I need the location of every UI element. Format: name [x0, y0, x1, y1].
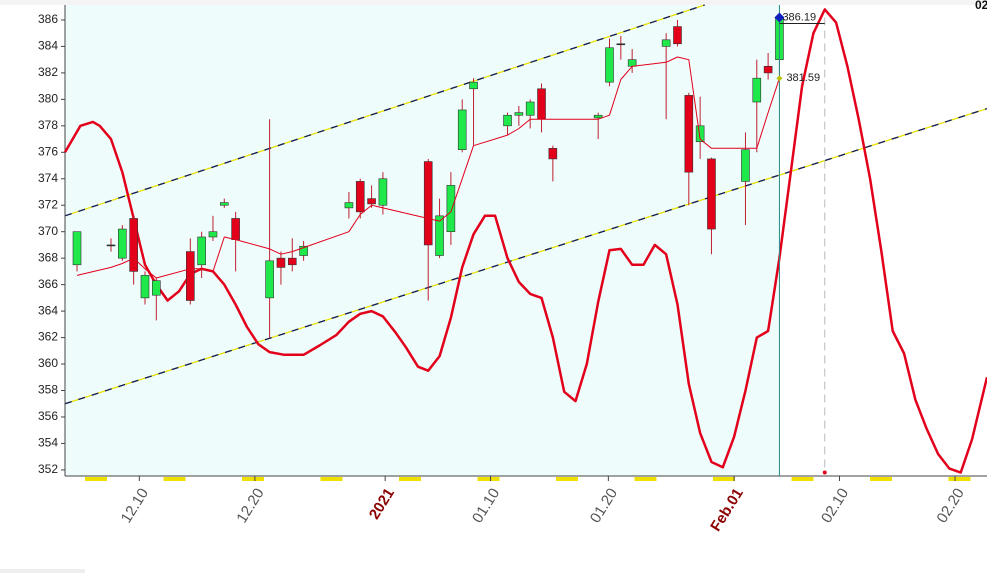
candle-body [548, 148, 558, 160]
y-tick-label: 378 [38, 118, 58, 132]
candle-body [197, 236, 206, 266]
candle-body [673, 26, 682, 45]
axis-strip [870, 477, 892, 481]
axis-strip [477, 477, 500, 481]
candle-body [72, 231, 82, 266]
trendline-yellow [64, 108, 987, 405]
axis-strip [163, 477, 186, 481]
candle-body [378, 178, 388, 206]
annotation-label: 386.19 [782, 11, 816, 23]
y-tick-label: 380 [38, 92, 58, 106]
candle-body [106, 244, 116, 247]
y-tick-label: 382 [38, 65, 58, 79]
plot-bg [65, 5, 780, 476]
candle-body [469, 81, 478, 90]
axis-strip [556, 477, 578, 481]
x-tick-label: 02.20 [933, 485, 967, 526]
candle-body [457, 109, 467, 150]
x-tick-label: 02.10 [818, 485, 852, 526]
axis-strip [791, 477, 814, 481]
y-tick-label: 374 [38, 171, 58, 185]
candle-body [208, 231, 218, 238]
y-tick-label: 364 [38, 303, 58, 317]
candle-body [355, 181, 365, 213]
axis-strip [948, 477, 971, 481]
candle-body [344, 202, 354, 209]
candle-body [231, 218, 240, 240]
line-series [76, 56, 780, 279]
axis-strip [634, 477, 657, 481]
candle-body [695, 125, 705, 143]
x-tick-label: 01.10 [469, 485, 503, 526]
candle-body [741, 149, 750, 182]
candle-body [276, 257, 286, 268]
candle-body [627, 59, 637, 67]
candle-body [763, 65, 773, 74]
candle-body [514, 112, 524, 116]
line-series [63, 8, 987, 474]
y-tick-label: 354 [38, 436, 58, 450]
candle-body [616, 43, 626, 46]
y-tick-label: 368 [38, 250, 58, 264]
axis-strip [85, 477, 107, 481]
candle-body [752, 77, 762, 103]
candle-body [287, 257, 297, 266]
x-tick-label: 12.20 [233, 485, 267, 526]
candle-body [118, 228, 127, 259]
candle-body [435, 215, 444, 256]
y-tick-label: 370 [38, 224, 58, 238]
y-tick-label: 372 [38, 197, 58, 211]
axis-strip [713, 477, 735, 481]
candle-body [186, 251, 195, 301]
x-tick-label: 01.20 [587, 485, 621, 526]
y-tick-label: 356 [38, 409, 58, 423]
axis-strip [242, 477, 264, 481]
candle-body [661, 39, 671, 47]
top-strip [0, 0, 987, 5]
candle-body [129, 218, 138, 272]
annotation-label: 381.59 [786, 72, 820, 84]
candle-body [299, 245, 308, 256]
candle-body [367, 198, 376, 205]
y-tick-label: 376 [38, 144, 58, 158]
y-tick-label: 358 [38, 383, 58, 397]
x-tick-label: 2021 [366, 485, 398, 522]
axis-strip [320, 477, 343, 481]
candle-body [140, 275, 150, 299]
candle-body [593, 114, 603, 119]
trendline [64, 4, 705, 217]
candle-body [605, 47, 614, 83]
candle-body [446, 185, 456, 232]
candle-body [423, 161, 433, 246]
corner-label: 02 [975, 0, 987, 12]
candle-body [219, 202, 229, 206]
y-tick-label: 360 [38, 356, 58, 370]
y-tick-label: 362 [38, 330, 58, 344]
projection-dot [822, 470, 827, 475]
candle-body [684, 95, 694, 173]
candle-body [525, 101, 535, 116]
candle-body [707, 158, 716, 230]
x-tick-label: 12.10 [118, 485, 152, 526]
candle-body [265, 260, 274, 299]
annotation-marker [776, 75, 783, 82]
candle-body [152, 280, 161, 296]
y-tick-label: 366 [38, 277, 58, 291]
y-tick-label: 384 [38, 39, 58, 53]
y-tick-label: 352 [38, 462, 58, 476]
candle-body [537, 88, 546, 120]
candle-body [503, 114, 512, 127]
bottom-strip [0, 569, 85, 573]
annotation-marker [774, 12, 785, 23]
axis-strip [399, 477, 421, 481]
x-tick-label: Feb.01 [707, 485, 747, 534]
y-tick-label: 386 [38, 12, 58, 26]
